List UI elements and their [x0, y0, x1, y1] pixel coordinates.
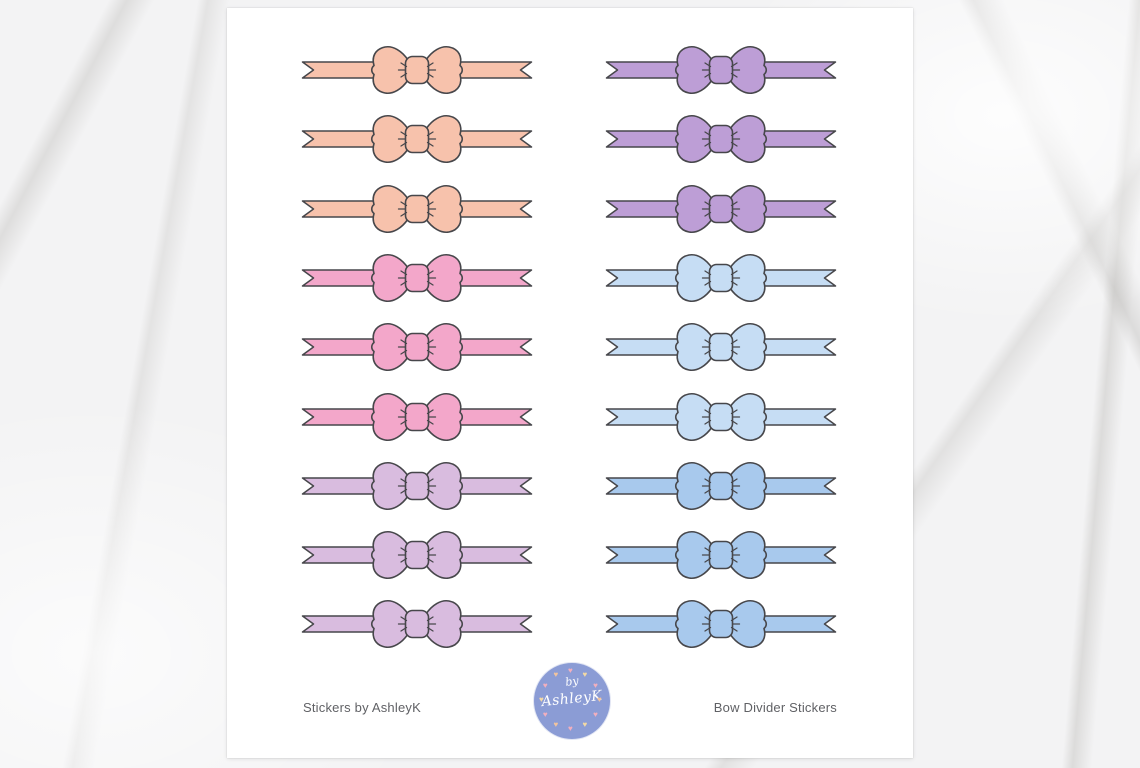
bow-knot — [404, 610, 430, 639]
bow-divider-sticker — [301, 45, 533, 95]
logo-heart-icon: ♥ — [553, 720, 559, 730]
bow-divider-left-row-3-peach — [301, 179, 533, 239]
knot-crease-lines — [397, 62, 437, 78]
bow-knot — [404, 402, 430, 431]
ashleyk-logo: by AshleyK ♥ ♥ ♥ ♥ ♥ ♥ ♥ ♥ ♥ ♥ ♥ ♥ — [534, 663, 610, 739]
bow-divider-left-row-8-lilac — [301, 525, 533, 585]
sticker-sheet: Stickers by AshleyK by AshleyK ♥ ♥ ♥ ♥ ♥ ♥ ♥ ♥ ♥… — [227, 8, 913, 758]
knot-crease-lines — [701, 131, 741, 147]
knot-crease-lines — [397, 200, 437, 217]
knot-crease-lines — [701, 616, 741, 633]
bow-divider-right-row-4-light-blue — [605, 248, 837, 308]
knot-crease-lines — [701, 62, 741, 78]
knot-crease-lines — [701, 200, 741, 217]
bow-knot — [708, 194, 734, 223]
bow-knot — [708, 471, 734, 501]
bow-knot — [404, 540, 430, 570]
bow-divider-sticker — [301, 323, 533, 372]
bow-divider-sticker — [605, 531, 837, 580]
logo-heart-icon: ♥ — [593, 680, 598, 690]
bow-divider-sticker — [301, 600, 533, 649]
bow-knot — [708, 402, 734, 431]
bow-divider-left-row-2-peach — [301, 109, 533, 169]
bow-knot — [708, 263, 734, 293]
logo-heart-icon: ♥ — [568, 666, 573, 675]
logo-heart-icon: ♥ — [542, 709, 548, 719]
bow-divider-sticker — [301, 184, 533, 233]
bow-divider-sticker — [301, 531, 533, 580]
bow-divider-right-row-8-blue — [605, 525, 837, 585]
knot-crease-lines — [397, 339, 437, 355]
bow-divider-left-row-7-lilac — [301, 456, 533, 516]
bow-divider-right-row-7-blue — [605, 456, 837, 516]
bow-divider-sticker — [301, 392, 533, 441]
bow-divider-sticker — [605, 45, 837, 95]
bow-divider-right-row-6-light-blue — [605, 387, 837, 447]
bow-knot — [708, 124, 734, 154]
bow-divider-right-row-5-light-blue — [605, 317, 837, 377]
bow-knot — [404, 124, 430, 154]
bow-divider-left-row-4-pink — [301, 248, 533, 308]
knot-crease-lines — [701, 339, 741, 355]
bow-divider-left-row-6-pink — [301, 387, 533, 447]
logo-heart-icon: ♥ — [582, 669, 588, 679]
logo-heart-icon: ♥ — [568, 724, 573, 733]
knot-crease-lines — [701, 408, 741, 425]
bow-knot — [708, 55, 734, 85]
bow-divider-sticker — [605, 115, 837, 164]
bow-divider-right-row-3-purple — [605, 179, 837, 239]
logo-heart-icon: ♥ — [597, 695, 602, 704]
bow-divider-left-row-1-peach — [301, 40, 533, 100]
bow-divider-right-row-2-purple — [605, 109, 837, 169]
bow-knot — [404, 332, 430, 362]
bow-divider-sticker — [605, 461, 837, 510]
bow-divider-sticker — [301, 115, 533, 164]
bow-knot — [404, 55, 430, 85]
bow-knot — [404, 194, 430, 223]
bow-knot — [404, 263, 430, 293]
bow-knot — [708, 610, 734, 639]
logo-heart-icon: ♥ — [593, 709, 598, 719]
bow-divider-sticker — [605, 600, 837, 649]
knot-crease-lines — [397, 270, 437, 286]
knot-crease-lines — [397, 478, 437, 494]
bow-divider-sticker — [301, 461, 533, 510]
knot-crease-lines — [397, 408, 437, 425]
logo-heart-icon: ♥ — [553, 669, 559, 679]
knot-crease-lines — [701, 547, 741, 563]
knot-crease-lines — [397, 616, 437, 633]
brand-label: Stickers by AshleyK — [303, 700, 421, 715]
bow-divider-sticker — [605, 392, 837, 441]
bow-knot — [404, 471, 430, 501]
bow-knot — [708, 540, 734, 570]
logo-heart-icon: ♥ — [582, 720, 588, 730]
knot-crease-lines — [397, 131, 437, 147]
bow-knot — [708, 332, 734, 362]
bow-divider-sticker — [605, 323, 837, 372]
logo-heart-icon: ♥ — [539, 695, 544, 704]
bow-divider-sticker — [605, 184, 837, 233]
bow-divider-sticker — [301, 253, 533, 302]
knot-crease-lines — [701, 478, 741, 494]
bow-divider-right-row-1-purple — [605, 40, 837, 100]
bow-divider-sticker — [605, 253, 837, 302]
knot-crease-lines — [397, 547, 437, 563]
bow-divider-left-row-9-lilac — [301, 594, 533, 654]
logo-heart-icon: ♥ — [542, 680, 548, 690]
product-title-label: Bow Divider Stickers — [713, 700, 837, 715]
bow-divider-left-row-5-pink — [301, 317, 533, 377]
knot-crease-lines — [701, 270, 741, 286]
bow-divider-right-row-9-blue — [605, 594, 837, 654]
